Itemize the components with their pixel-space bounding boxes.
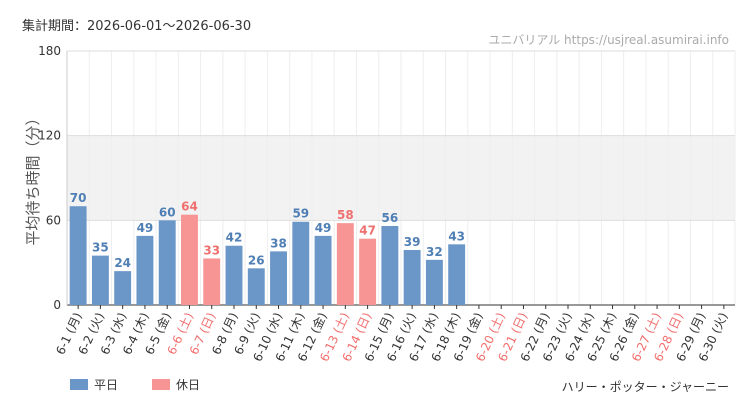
bar <box>225 245 243 305</box>
value-label: 24 <box>114 256 131 270</box>
value-label: 47 <box>359 224 376 238</box>
value-label: 58 <box>337 208 354 222</box>
value-label: 39 <box>404 235 421 249</box>
y-tick-label: 60 <box>46 213 61 227</box>
bar <box>247 268 265 305</box>
legend-label: 休日 <box>176 378 200 392</box>
legend-swatch <box>70 379 88 390</box>
value-label: 60 <box>159 205 176 219</box>
bar <box>336 223 354 305</box>
bar <box>136 235 154 305</box>
bar <box>69 206 87 305</box>
legend-label: 平日 <box>94 378 118 392</box>
bar <box>158 220 176 305</box>
legend-swatch <box>152 379 170 390</box>
value-label: 64 <box>181 200 198 214</box>
value-label: 33 <box>203 243 220 257</box>
value-label: 49 <box>315 221 332 235</box>
value-label: 70 <box>70 191 87 205</box>
bar <box>448 244 466 305</box>
value-label: 38 <box>270 236 287 250</box>
value-label: 59 <box>292 207 309 221</box>
bar <box>425 259 443 305</box>
value-label: 32 <box>426 245 443 259</box>
value-label: 49 <box>137 221 154 235</box>
value-label: 43 <box>448 229 465 243</box>
y-tick-label: 0 <box>53 298 61 312</box>
bar <box>203 258 221 305</box>
period: 集計期間：2026-06-01～2026-06-30 <box>22 18 251 34</box>
value-label: 56 <box>382 211 399 225</box>
bar <box>292 221 310 305</box>
y-tick-label: 120 <box>38 129 61 143</box>
bar <box>91 255 109 305</box>
bar <box>270 251 287 305</box>
bar <box>381 225 399 305</box>
watermark: ユニバリアル https://usjreal.asumirai.info <box>488 33 729 47</box>
value-label: 35 <box>92 241 109 255</box>
attraction: ハリー・ポッター・ジャーニー <box>562 380 729 394</box>
bar <box>114 271 132 305</box>
bar <box>314 235 332 305</box>
value-label: 26 <box>248 253 265 267</box>
y-tick-label: 180 <box>38 44 61 58</box>
bar <box>403 249 421 305</box>
value-label: 42 <box>226 231 243 245</box>
bar <box>181 214 198 305</box>
bar <box>359 238 377 305</box>
y-axis-label: 平均待ち時間（分） <box>24 110 42 245</box>
